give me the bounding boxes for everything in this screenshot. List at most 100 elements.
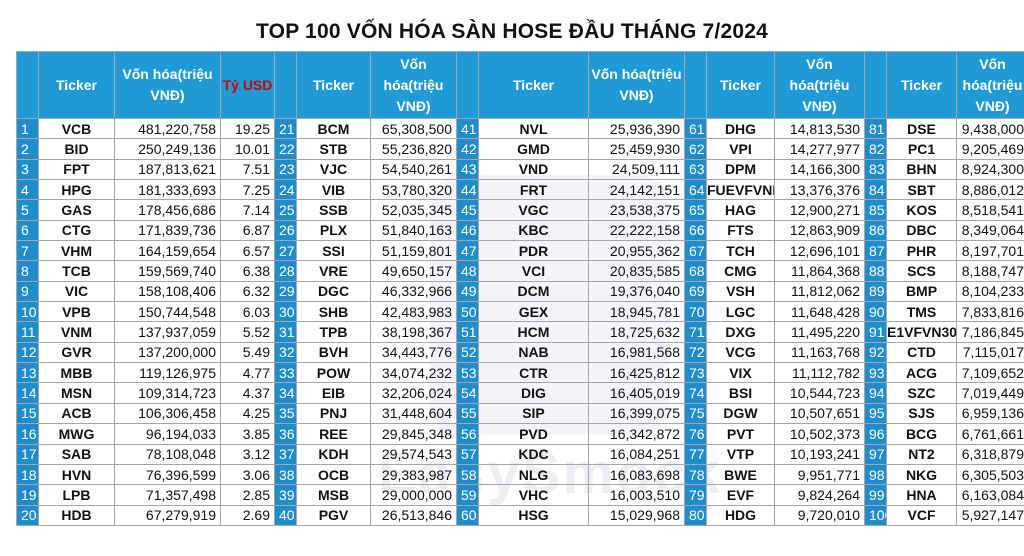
rank-cell: 22 <box>274 138 297 160</box>
rank-cell: 93 <box>864 362 887 384</box>
ticker-cell: HPG <box>38 179 115 201</box>
table-row: 4 HPG 181,333,693 7.25 24 VIB 53,780,320 44 FRT 2… <box>16 179 1024 201</box>
usd-cell: 6.38 <box>220 260 275 282</box>
rank-cell: 99 <box>864 484 887 506</box>
rank-cell: 6 <box>16 219 39 242</box>
ticker-cell: OCB <box>296 463 371 486</box>
table-row: 6 CTG 171,839,736 6.87 26 PLX 51,840,163 46 KBC 2… <box>16 219 1024 242</box>
market-cap-cell: 150,744,548 <box>114 301 221 323</box>
market-cap-cell: 96,194,033 <box>114 423 221 445</box>
market-cap-cell: 24,509,111 <box>588 158 685 181</box>
market-cap-cell: 6,318,879 <box>956 443 1024 465</box>
ticker-cell: NT2 <box>886 443 957 465</box>
market-cap-cell: 29,845,348 <box>370 423 457 445</box>
ticker-cell: PDR <box>478 240 589 262</box>
ticker-header: Ticker <box>38 51 115 119</box>
table-row: 8 TCB 159,569,740 6.38 28 VRE 49,650,157 48 VCI 2… <box>16 260 1024 282</box>
market-cap-cell: 7,109,652 <box>956 362 1024 384</box>
rank-cell: 34 <box>274 382 297 404</box>
rank-cell: 84 <box>864 179 887 201</box>
rank-cell: 67 <box>684 240 707 262</box>
page-title: TOP 100 VỐN HÓA SÀN HOSE ĐẦU THÁNG 7/202… <box>256 20 768 43</box>
usd-cell: 5.52 <box>220 321 275 343</box>
rank-cell: 33 <box>274 362 297 384</box>
market-cap-cell: 71,357,498 <box>114 484 221 506</box>
ticker-cell: TMS <box>886 301 957 323</box>
table-row: 10 VPB 150,744,548 6.03 30 SHB 42,483,983 50 GEX… <box>16 301 1024 323</box>
market-cap-cell: 14,813,530 <box>774 117 865 140</box>
rank-cell: 52 <box>456 341 479 364</box>
rank-cell: 57 <box>456 443 479 465</box>
rank-cell: 80 <box>684 504 707 526</box>
ticker-cell: SAB <box>38 443 115 465</box>
ticker-cell: HAG <box>706 199 775 221</box>
ticker-cell: VCI <box>478 260 589 282</box>
ticker-cell: MSN <box>38 382 115 404</box>
market-cap-cell: 29,383,987 <box>370 463 457 486</box>
ticker-cell: SHB <box>296 301 371 323</box>
ticker-cell: VCG <box>706 341 775 364</box>
ticker-cell: SJS <box>886 402 957 425</box>
ticker-cell: NKG <box>886 463 957 486</box>
rank-cell: 79 <box>684 484 707 506</box>
usd-cell: 7.51 <box>220 158 275 181</box>
usd-cell: 3.12 <box>220 443 275 465</box>
rank-cell: 15 <box>16 402 39 425</box>
table-row: 1 VCB 481,220,758 19.25 21 BCM 65,308,500 41 NVL… <box>16 117 1024 140</box>
rank-cell: 50 <box>456 301 479 323</box>
ticker-cell: CTR <box>478 362 589 384</box>
ticker-cell: SCS <box>886 260 957 282</box>
ticker-cell: HVN <box>38 463 115 486</box>
rank-cell: 81 <box>864 117 887 140</box>
rank-cell: 94 <box>864 382 887 404</box>
market-cap-cell: 38,198,367 <box>370 321 457 343</box>
rank-cell: 32 <box>274 341 297 364</box>
rank-cell: 16 <box>16 423 39 445</box>
ticker-cell: PHR <box>886 240 957 262</box>
rank-cell: 65 <box>684 199 707 221</box>
usd-cell: 2.85 <box>220 484 275 506</box>
ticker-cell: PVT <box>706 423 775 445</box>
table-row: 20 HDB 67,279,919 2.69 40 PGV 26,513,846 60 HSG 1… <box>16 504 1024 526</box>
ticker-cell: MBB <box>38 362 115 384</box>
market-cap-cell: 181,333,693 <box>114 179 221 201</box>
market-cap-cell: 8,924,300 <box>956 158 1024 181</box>
ticker-cell: KDC <box>478 443 589 465</box>
market-cap-cell: 16,399,075 <box>588 402 685 425</box>
ticker-cell: HDG <box>706 504 775 526</box>
market-cap-cell: 6,959,136 <box>956 402 1024 425</box>
market-cap-cell: 29,000,000 <box>370 484 457 506</box>
ticker-cell: BMP <box>886 280 957 303</box>
market-cap-cell: 78,108,048 <box>114 443 221 465</box>
market-cap-cell: 12,696,101 <box>774 240 865 262</box>
rank-cell: 24 <box>274 179 297 201</box>
ticker-cell: KDH <box>296 443 371 465</box>
ticker-cell: NVL <box>478 117 589 140</box>
rank-cell: 7 <box>16 240 39 262</box>
ticker-cell: LGC <box>706 301 775 323</box>
market-cap-cell: 6,163,084 <box>956 484 1024 506</box>
market-cap-cell: 10,193,241 <box>774 443 865 465</box>
ticker-cell: VPB <box>38 301 115 323</box>
rank-cell: 36 <box>274 423 297 445</box>
usd-cell: 4.25 <box>220 402 275 425</box>
market-cap-cell: 16,342,872 <box>588 423 685 445</box>
ticker-cell: CTG <box>38 219 115 242</box>
market-cap-header: Vốn hóa(triệu VNĐ) <box>114 51 221 119</box>
market-cap-cell: 250,249,136 <box>114 138 221 160</box>
usd-cell: 3.06 <box>220 463 275 486</box>
market-cap-cell: 54,540,261 <box>370 158 457 181</box>
rank-cell: 44 <box>456 179 479 201</box>
market-cap-cell: 25,459,930 <box>588 138 685 160</box>
ticker-cell: KOS <box>886 199 957 221</box>
rank-cell: 5 <box>16 199 39 221</box>
rank-cell: 72 <box>684 341 707 364</box>
market-cap-cell: 19,376,040 <box>588 280 685 303</box>
ticker-cell: BID <box>38 138 115 160</box>
ticker-cell: VCF <box>886 504 957 526</box>
ticker-cell: SSI <box>296 240 371 262</box>
market-cap-cell: 119,126,975 <box>114 362 221 384</box>
table-row: 15 ACB 106,306,458 4.25 35 PNJ 31,448,604 55 SIP… <box>16 402 1024 425</box>
ticker-cell: EIB <box>296 382 371 404</box>
ticker-cell: NLG <box>478 463 589 486</box>
